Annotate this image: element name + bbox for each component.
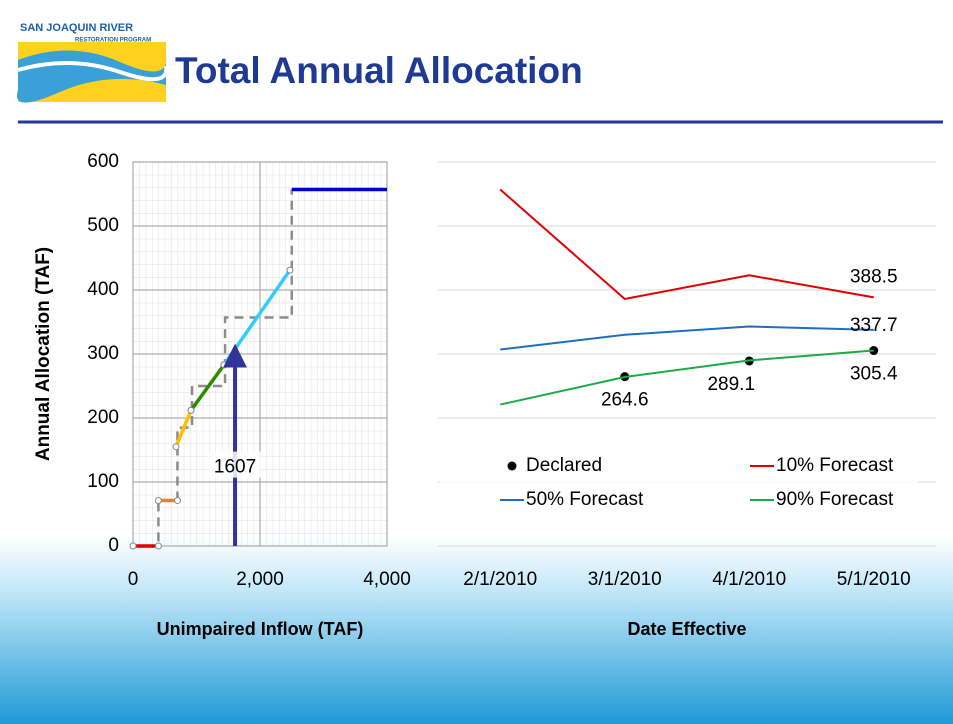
annotation-bg (209, 451, 262, 478)
logo: SAN JOAQUIN RIVER RESTORATION PROGRAM (16, 20, 169, 103)
annotation-label: 1607 (214, 457, 256, 478)
y-axis-title: Annual Allocation (TAF) (33, 247, 54, 461)
x-axis-title: Unimpaired Inflow (TAF) (157, 619, 364, 639)
series-line (189, 363, 226, 412)
x-tick-label: 2,000 (236, 569, 284, 590)
series-line (500, 325, 874, 351)
y-tick-label: 200 (87, 407, 119, 428)
point (154, 497, 162, 505)
x-tick-label: 2/1/2010 (463, 569, 537, 590)
legend-marker (507, 461, 517, 471)
point (187, 406, 195, 414)
series-line (174, 409, 193, 448)
data-label: 289.1 (707, 374, 755, 395)
x-tick-label: 4,000 (363, 569, 411, 590)
point (173, 497, 181, 505)
legend-box (440, 450, 918, 522)
y-tick-label: 500 (87, 215, 119, 236)
plot-frame (132, 161, 388, 547)
y-tick-label: 300 (87, 343, 119, 364)
y-tick-label: 400 (87, 279, 119, 300)
point (220, 361, 228, 369)
x-tick-label: 0 (128, 569, 139, 590)
data-label: 388.5 (850, 266, 898, 287)
series-line (500, 349, 874, 406)
legend-label: 50% Forecast (526, 489, 644, 510)
logo-text: RESTORATION PROGRAM (75, 38, 151, 44)
y-tick-label: 600 (87, 151, 119, 172)
x-tick-label: 4/1/2010 (712, 569, 786, 590)
x-tick-label: 3/1/2010 (588, 569, 662, 590)
point (129, 542, 137, 550)
legend: Declared 10% Forecast 50% Forecast 90% Fore… (440, 450, 918, 522)
slide-title: Total Annual Allocation (175, 50, 583, 91)
legend-label: 10% Forecast (776, 455, 894, 476)
y-tick-label: 0 (108, 535, 119, 556)
y-tick-label: 100 (87, 471, 119, 492)
logo-text: SAN JOAQUIN RIVER (20, 22, 133, 34)
point (154, 542, 162, 550)
data-label: 337.7 (850, 315, 898, 336)
point (286, 266, 294, 274)
series-line (499, 188, 874, 301)
legend-label: 90% Forecast (776, 489, 894, 510)
data-label: 305.4 (850, 364, 898, 385)
point (172, 443, 180, 451)
x-axis-title: Date Effective (627, 619, 746, 639)
x-tick-label: 5/1/2010 (837, 569, 911, 590)
legend-label: Declared (526, 455, 602, 476)
data-label: 264.6 (601, 390, 649, 411)
